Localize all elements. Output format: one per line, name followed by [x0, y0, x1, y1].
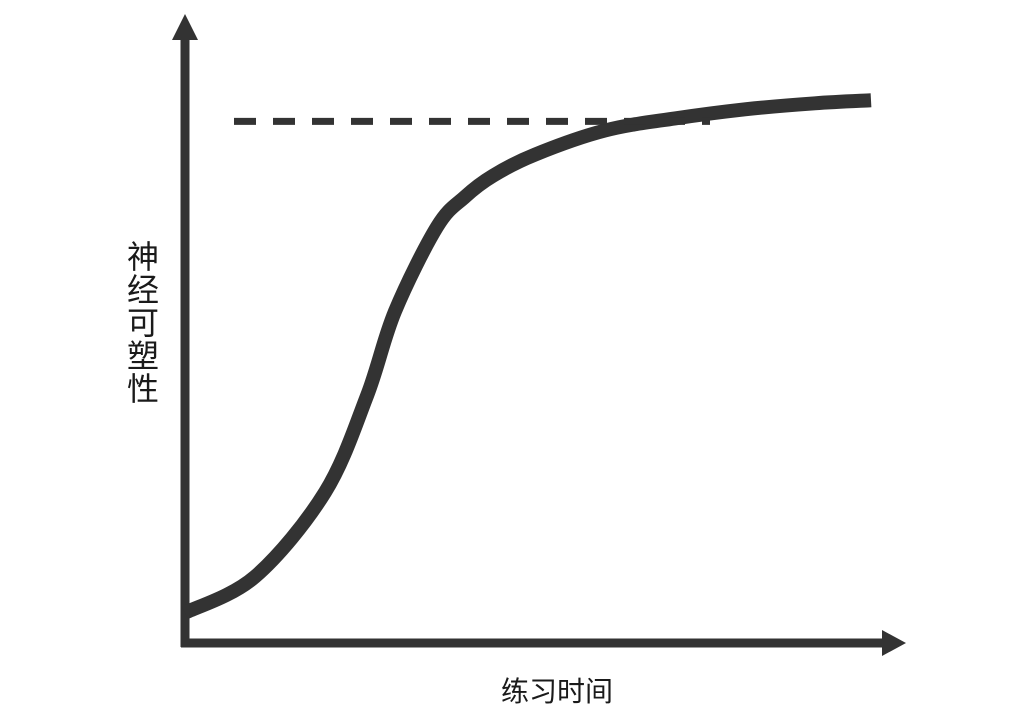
axes — [172, 14, 906, 656]
x-axis-label: 练习时间 — [500, 675, 613, 708]
x-axis-arrow — [882, 630, 906, 656]
series-layer — [181, 93, 872, 620]
series-line-1 — [181, 93, 872, 620]
y-axis-arrow — [172, 14, 198, 40]
y-axis-label: 神经可塑性 — [122, 240, 160, 405]
